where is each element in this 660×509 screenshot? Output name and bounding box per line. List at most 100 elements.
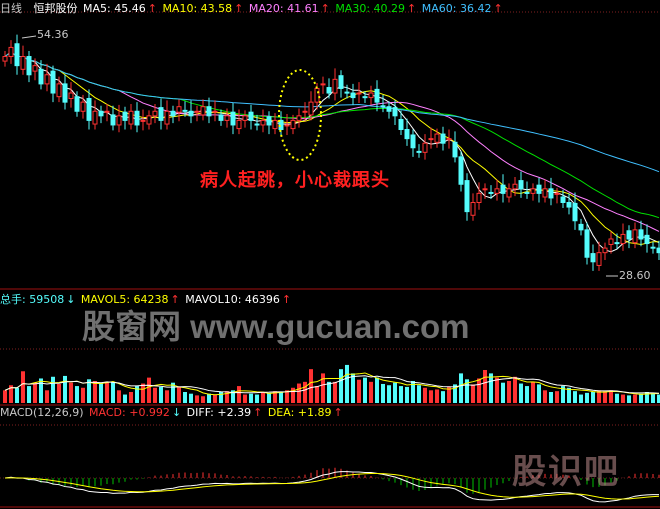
candle-up: [482, 188, 488, 191]
high-marker-line: [21, 35, 37, 39]
arrow-up-icon: ↑: [320, 2, 330, 15]
candle-down: [452, 141, 458, 158]
volume-bar-up: [291, 387, 295, 403]
candle-down: [134, 110, 140, 126]
candle-up: [194, 110, 200, 113]
candle-up: [554, 192, 560, 195]
volume-bar-down: [651, 392, 655, 403]
volume-bar-down: [585, 392, 589, 403]
volume-bar-up: [429, 390, 433, 403]
highlight-ellipse: [278, 69, 322, 161]
candle-up: [164, 110, 170, 125]
volume-bar-down: [591, 392, 595, 403]
candle-up: [140, 119, 146, 122]
candle-down: [338, 75, 344, 89]
volume-bar-up: [513, 376, 517, 403]
arrow-up-icon: ↑: [407, 2, 417, 15]
candle-up: [44, 74, 50, 85]
arrow-up-icon: ↑: [281, 293, 292, 306]
macd-params: MACD(12,26,9): [0, 406, 84, 419]
volume-bar-down: [363, 377, 367, 403]
ma5-value: MA5: 45.46: [83, 2, 146, 15]
arrow-up-icon: ↑: [253, 406, 263, 419]
volume-bar-down: [123, 394, 127, 403]
candle-down: [656, 247, 660, 254]
candle-up: [32, 65, 38, 72]
volume-bar-up: [177, 386, 181, 403]
diff-value: DIFF: +2.39: [186, 406, 252, 419]
arrow-up-icon: ↑: [234, 2, 244, 15]
candle-up: [620, 233, 626, 245]
low-price-label: 28.60: [619, 269, 651, 282]
volume-bar-up: [81, 387, 85, 403]
volume-bar-up: [273, 391, 277, 403]
volume-bar-down: [99, 383, 103, 403]
volume-bar-down: [645, 392, 649, 403]
candle-up: [314, 87, 320, 103]
candle-up: [470, 201, 476, 216]
candle-down: [110, 114, 116, 126]
volume-bar-up: [201, 396, 205, 403]
candle-down: [392, 107, 398, 117]
volume-bar-up: [495, 377, 499, 403]
candle-down: [572, 202, 578, 222]
volume-bar-down: [39, 378, 43, 403]
volume-bar-down: [519, 383, 523, 403]
candle-down: [578, 223, 584, 231]
volume-bar-up: [33, 382, 37, 403]
volume-bar-down: [405, 386, 409, 403]
candle-up: [242, 115, 248, 121]
candle-up: [608, 238, 614, 245]
arrow-up-icon: ↑: [170, 293, 180, 306]
period-label[interactable]: 日线: [0, 2, 22, 15]
volume-bar-down: [345, 364, 349, 403]
volume-bar-down: [561, 386, 565, 403]
volume-bar-up: [357, 379, 361, 403]
candle-up: [116, 115, 122, 126]
candle-down: [590, 253, 596, 263]
candle-up: [530, 188, 536, 194]
volume-bar-up: [543, 390, 547, 403]
volume-bar-down: [567, 387, 571, 403]
candle-down: [416, 150, 422, 153]
candle-up: [602, 247, 608, 254]
candle-up: [68, 92, 74, 99]
candle-down: [398, 118, 404, 131]
volume-bar-up: [477, 378, 481, 403]
volume-bar-down: [411, 381, 415, 403]
candle-up: [332, 78, 338, 94]
volume-bar-down: [339, 369, 343, 403]
candle-up: [512, 183, 518, 190]
candle-down: [350, 92, 356, 99]
candle-down: [440, 133, 446, 144]
arrow-up-icon: ↑: [333, 406, 343, 419]
candle-up: [434, 133, 440, 143]
candle-down: [626, 230, 632, 240]
candle-down: [380, 105, 386, 108]
dea-line: [4, 473, 660, 500]
volume-bar-up: [531, 381, 535, 403]
candle-down: [188, 110, 194, 117]
volume-bar-down: [189, 393, 193, 403]
candle-up: [542, 188, 548, 198]
volume-bar-up: [621, 394, 625, 403]
candle-up: [476, 192, 482, 203]
volume-bar-up: [141, 383, 145, 403]
macd-value: MACD: +0.992: [89, 406, 170, 419]
arrow-up-icon: ↑: [147, 2, 157, 15]
volume-bar-down: [459, 373, 463, 403]
candle-down: [344, 91, 350, 94]
volume-bar-up: [195, 395, 199, 403]
volume-bar-up: [555, 391, 559, 403]
volume-bar-down: [219, 392, 223, 403]
volume-bar-down: [135, 386, 139, 403]
volume-bar-up: [45, 390, 49, 403]
volume-bar-down: [381, 383, 385, 403]
ma10-line: [4, 51, 659, 245]
candle-up: [176, 106, 182, 113]
candle-down: [266, 116, 272, 126]
candle-up: [236, 119, 242, 130]
volume-bar-up: [597, 390, 601, 403]
volume-bar-up: [285, 390, 289, 403]
volume-bar-up: [129, 392, 133, 403]
